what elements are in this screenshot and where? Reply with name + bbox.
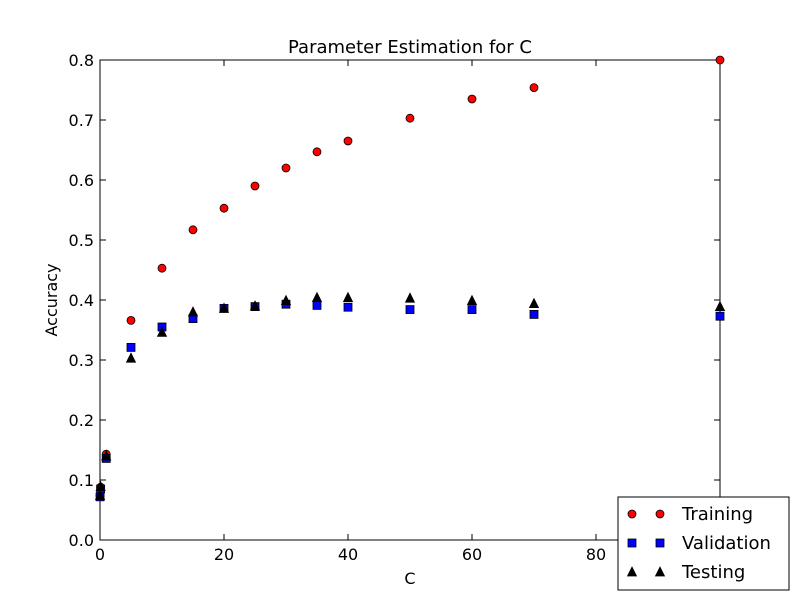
testing-point	[249, 300, 261, 311]
validation-point	[343, 302, 353, 312]
x-axis: 0 20 40 60 80	[95, 60, 606, 564]
testing-point	[218, 302, 230, 313]
legend-label-training: Training	[681, 504, 753, 525]
testing-point	[342, 291, 354, 303]
legend: Training Validation Testing	[617, 496, 790, 591]
training-point	[281, 163, 291, 173]
validation-point	[312, 300, 322, 310]
y-tick-label: 0.0	[69, 531, 94, 550]
x-tick-label: 20	[214, 545, 234, 564]
legend-marker-validation	[627, 538, 637, 548]
series-layer	[94, 55, 726, 502]
testing-point	[125, 352, 137, 363]
y-tick-label: 0.8	[69, 51, 94, 70]
testing-point	[94, 489, 106, 501]
training-point	[250, 181, 260, 191]
training-point	[715, 55, 725, 65]
y-axis-label: Accuracy	[42, 263, 61, 336]
x-tick-label: 60	[462, 545, 482, 564]
y-axis: 0.0 0.1 0.2 0.3 0.4 0.5 0.6 0.7 0.8	[69, 51, 720, 550]
legend-label-validation: Validation	[682, 533, 771, 554]
series-testing	[94, 291, 726, 501]
legend-label-testing: Testing	[681, 562, 745, 583]
training-point	[219, 203, 229, 213]
testing-point	[280, 294, 292, 306]
y-tick-label: 0.2	[69, 411, 94, 430]
testing-point	[187, 306, 199, 317]
testing-point	[156, 326, 168, 337]
y-tick-label: 0.6	[69, 171, 94, 190]
testing-point	[528, 297, 540, 309]
legend-marker-testing	[626, 566, 638, 577]
testing-point	[466, 294, 478, 306]
training-point	[157, 263, 167, 273]
testing-point	[95, 480, 106, 492]
training-point	[405, 113, 415, 123]
testing-point	[101, 450, 112, 461]
validation-point	[126, 342, 136, 352]
training-point	[188, 225, 198, 235]
legend-marker-training	[655, 509, 665, 519]
validation-point	[467, 305, 477, 315]
y-tick-label: 0.1	[69, 471, 94, 490]
y-tick-label: 0.7	[69, 111, 94, 130]
testing-point	[714, 300, 726, 312]
y-tick-label: 0.4	[69, 291, 94, 310]
legend-marker-training	[627, 509, 637, 519]
series-validation	[95, 299, 725, 502]
validation-point	[529, 309, 539, 319]
y-tick-label: 0.5	[69, 231, 94, 250]
training-point	[126, 315, 136, 325]
x-tick-label: 40	[338, 545, 358, 564]
training-point	[312, 147, 322, 157]
legend-marker-testing	[654, 566, 666, 577]
series-training	[95, 55, 725, 501]
training-point	[529, 83, 539, 92]
testing-point	[311, 291, 323, 303]
training-point	[467, 94, 477, 104]
x-tick-label: 0	[95, 545, 105, 564]
y-tick-label: 0.3	[69, 351, 94, 370]
chart-title: Parameter Estimation for C	[288, 37, 532, 58]
x-axis-label: C	[404, 569, 415, 588]
x-tick-label: 80	[586, 545, 606, 564]
testing-point	[404, 292, 416, 303]
legend-marker-validation	[655, 538, 665, 548]
legend-box	[617, 496, 790, 591]
validation-point	[405, 305, 415, 315]
training-point	[343, 136, 353, 146]
validation-point	[715, 311, 725, 321]
